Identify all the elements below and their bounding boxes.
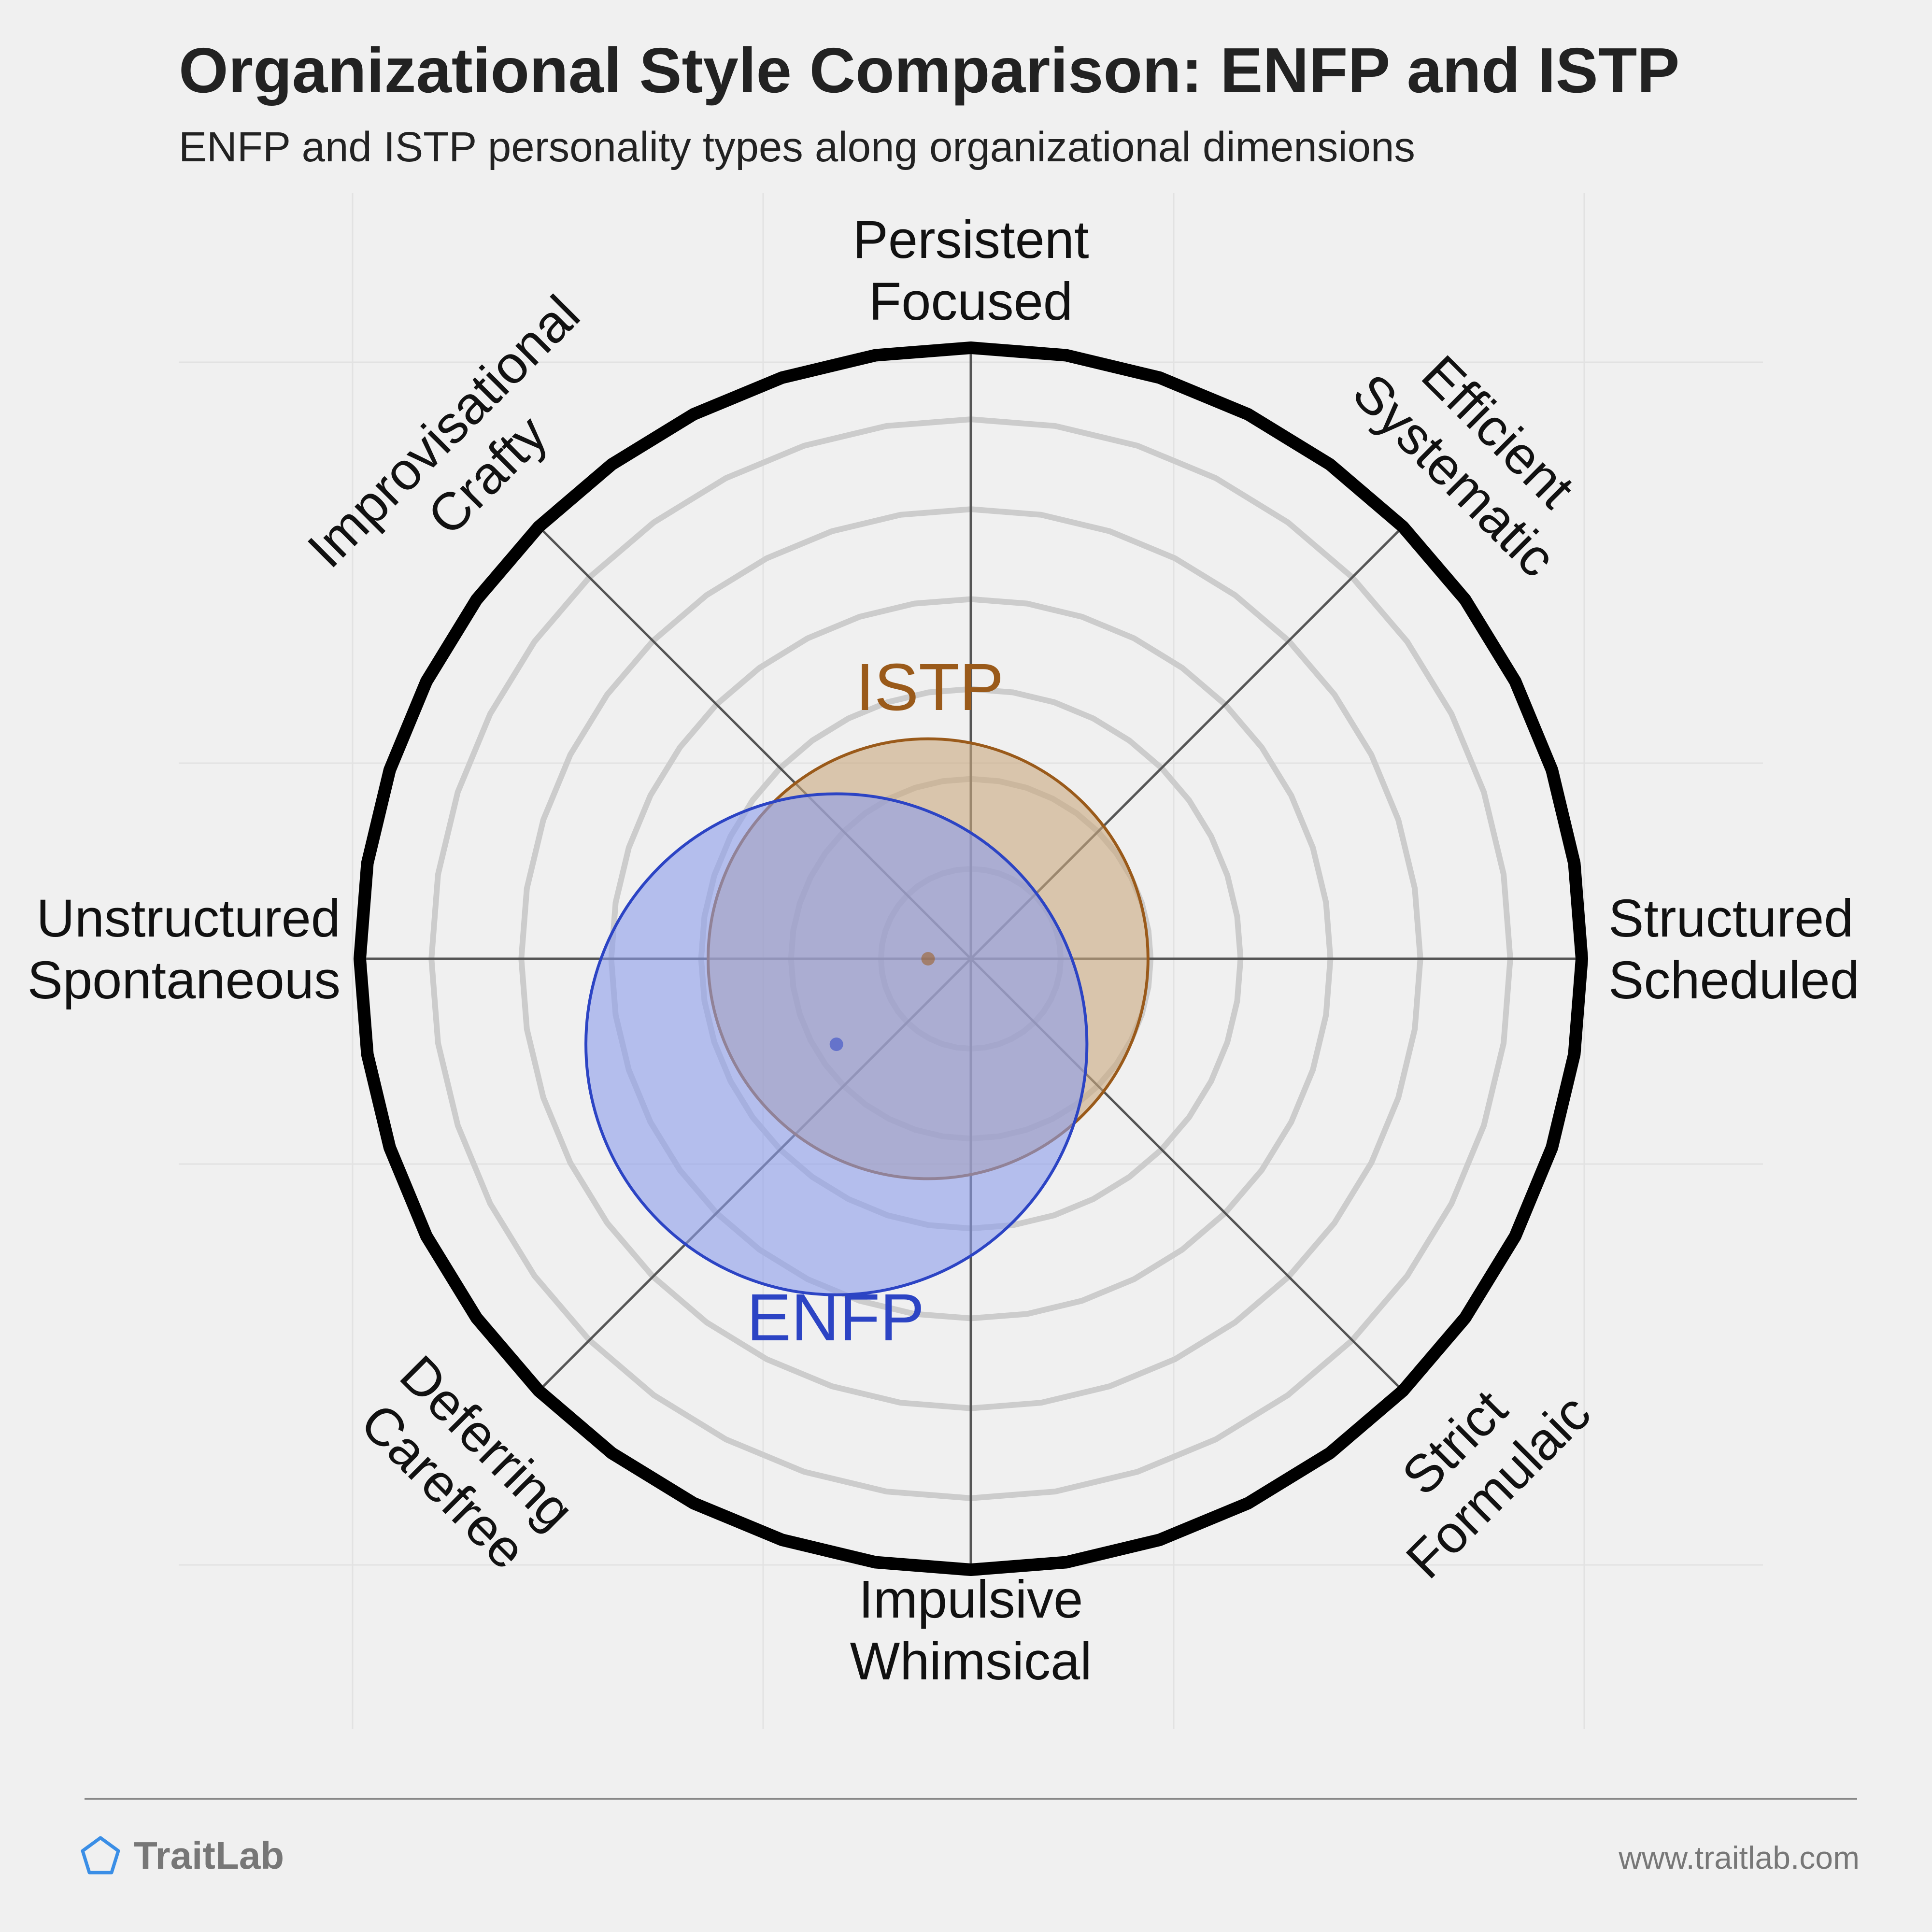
axis-label-line: Focused [869,272,1073,331]
outer-ring [354,341,1588,1576]
series-point-istp [921,952,935,966]
footer-url[interactable]: www.traitlab.com [1619,1840,1860,1875]
axis-label-line: Spontaneous [28,951,341,1010]
axis-label-line: Persistent [852,210,1089,270]
brand-name: TraitLab [134,1834,284,1877]
pentagon-icon [81,1836,120,1875]
chart-series [584,737,1150,1296]
axis-label-line: Scheduled [1608,951,1860,1010]
series-label-istp: ISTP [856,650,1004,724]
axis-label-line: Impulsive [859,1570,1083,1629]
axis-label-line: Whimsical [850,1632,1092,1691]
series-labels: ISTP ENFP [747,650,1004,1355]
chart-subtitle: ENFP and ISTP personality types along or… [179,124,1415,170]
axis-label-line: Structured [1608,889,1853,948]
series-label-enfp: ENFP [747,1280,924,1355]
footer-divider [85,1798,1857,1800]
chart-title: Organizational Style Comparison: ENFP an… [179,35,1680,106]
series-point-enfp [829,1037,843,1051]
axis-label-line: Unstructured [36,889,341,948]
chart-outer-ring [354,341,1588,1576]
brand-logo: TraitLab [80,1833,284,1878]
